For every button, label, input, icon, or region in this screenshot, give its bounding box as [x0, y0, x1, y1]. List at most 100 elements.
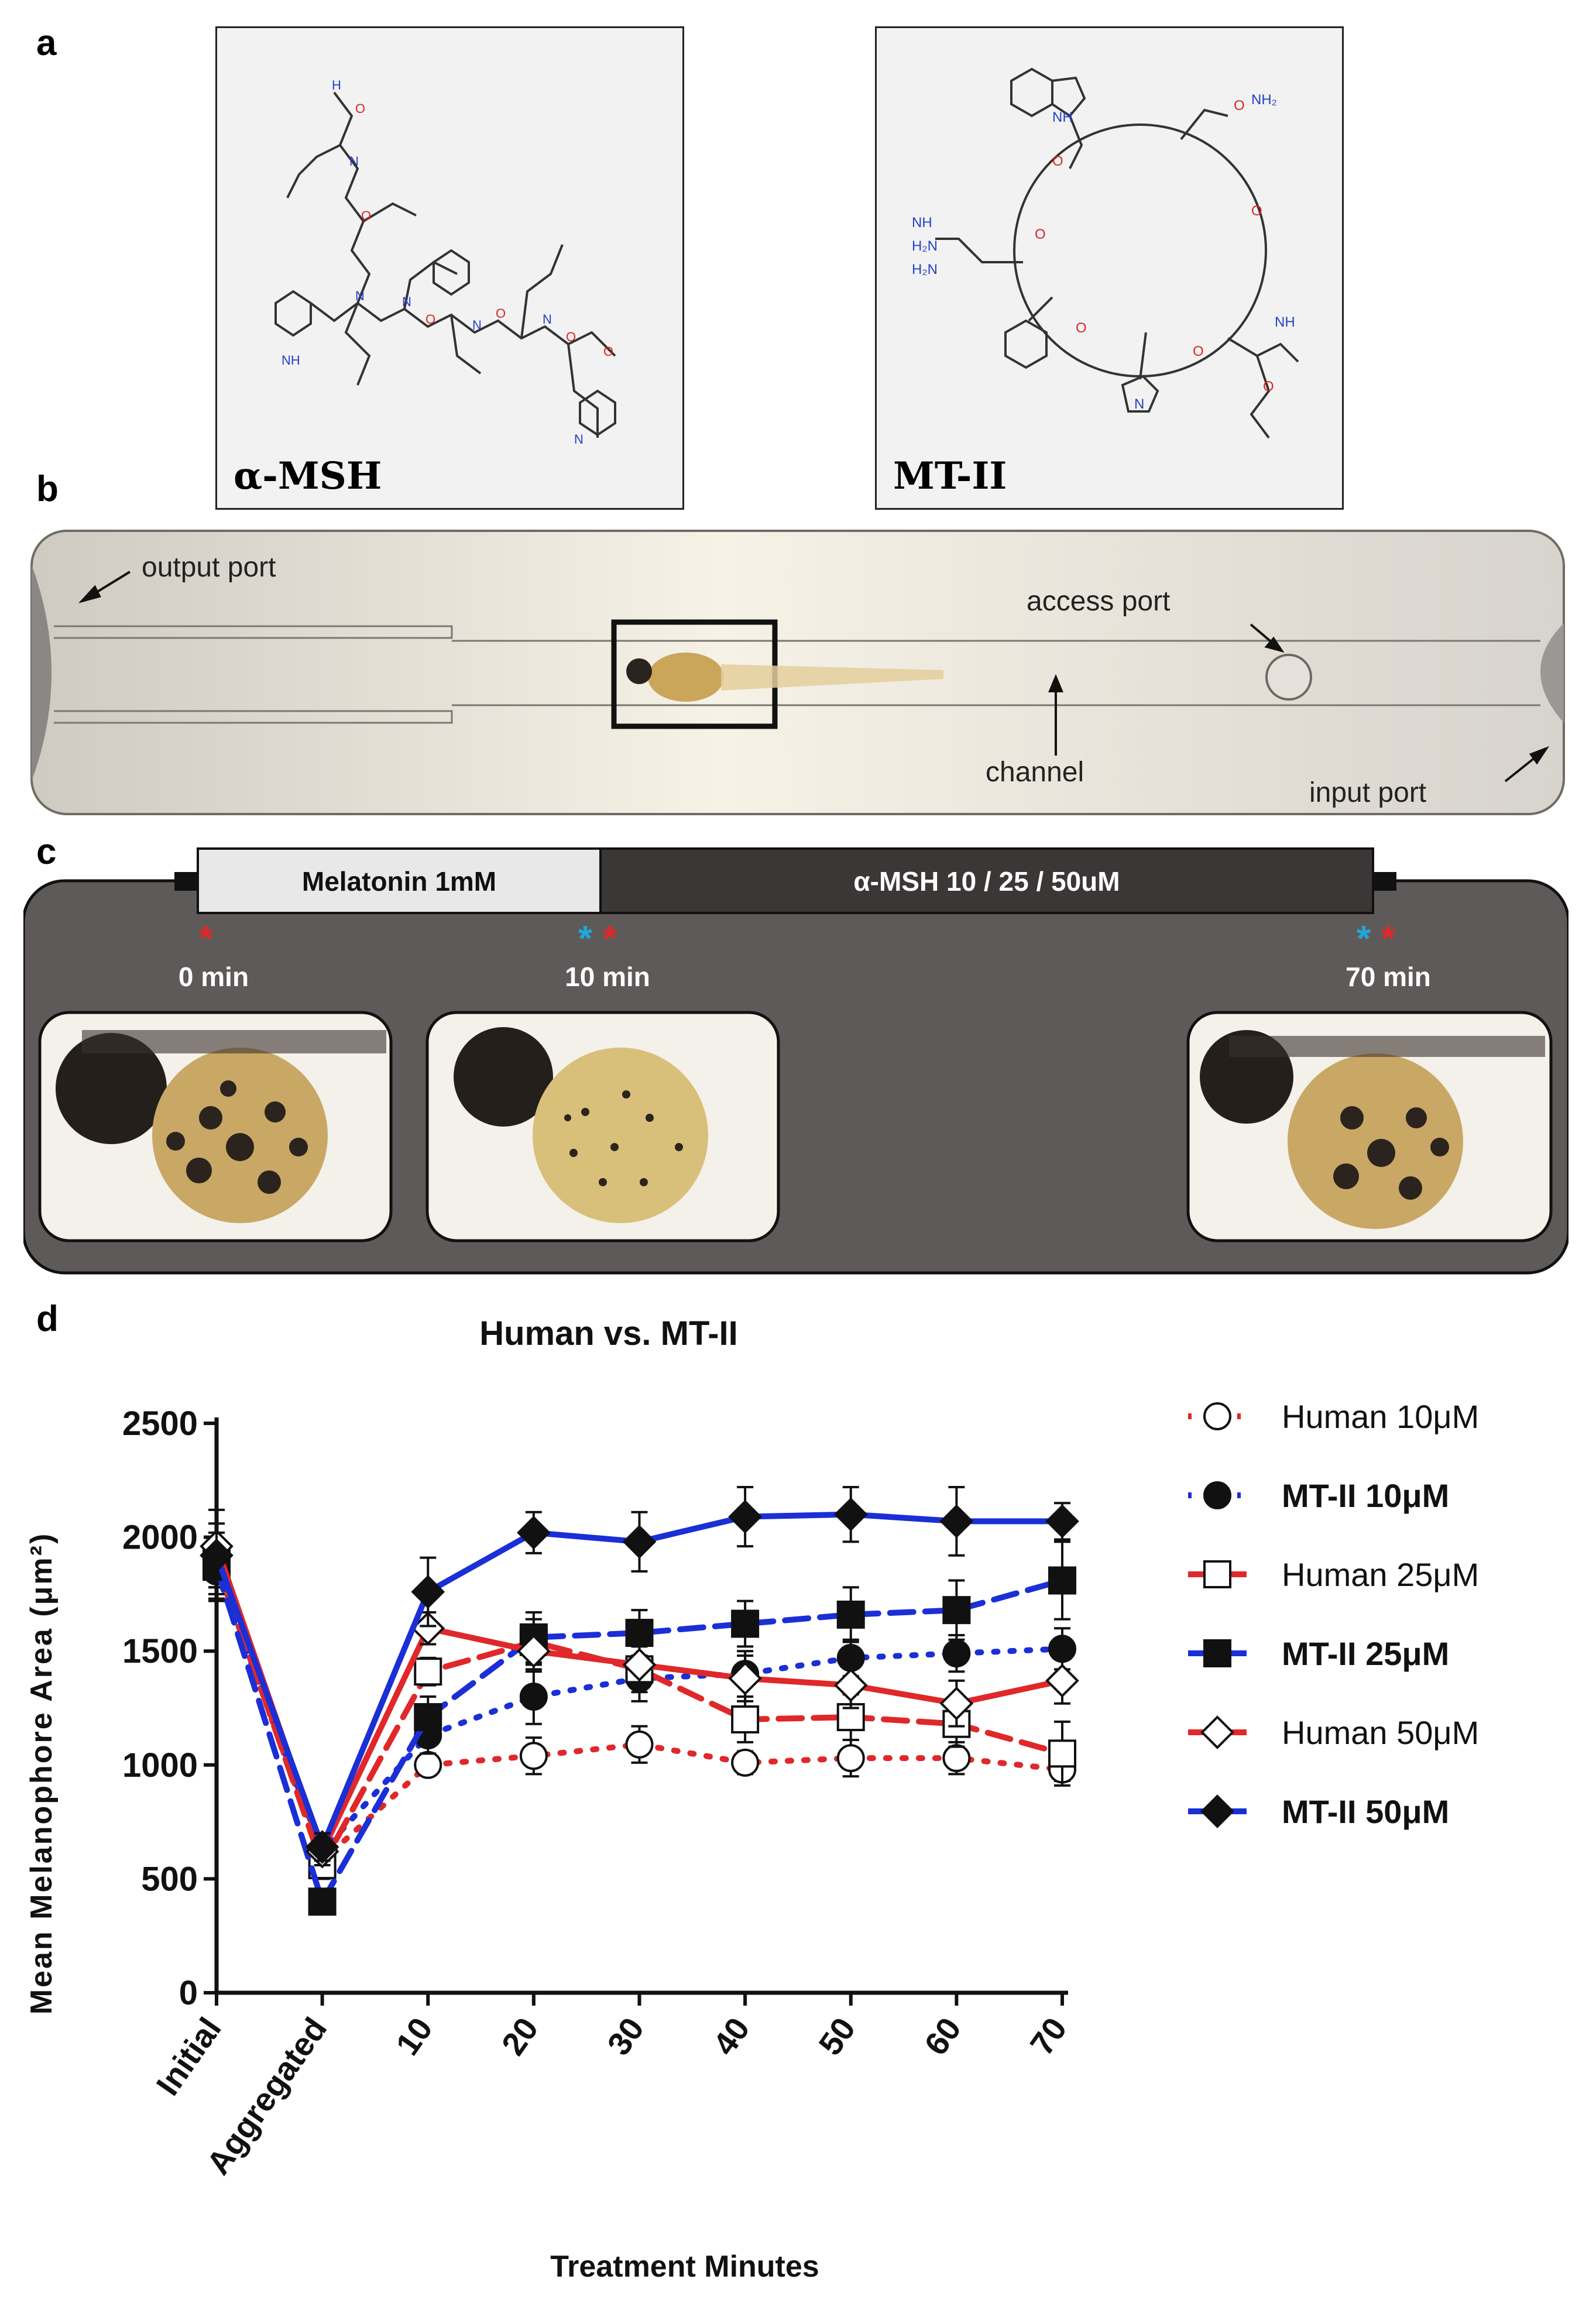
channel-label: channel [986, 757, 1084, 788]
data-point-square [414, 1703, 442, 1732]
svg-text:N: N [349, 154, 359, 169]
panel-letter-d: d [36, 1299, 59, 1339]
svg-text:NH: NH [1275, 314, 1295, 330]
svg-text:O: O [566, 329, 576, 344]
svg-text:H₂N: H₂N [912, 262, 938, 277]
legend-label: Human 25μM [1282, 1556, 1479, 1593]
data-point-diamond [728, 1662, 762, 1695]
y-tick-label: 0 [179, 1974, 198, 2012]
timeline-panel: Melatonin 1mM α-MSH 10 / 25 / 50uM * 0 m… [23, 847, 1568, 1275]
star-red-10: * [603, 919, 617, 959]
data-point-square [1203, 1560, 1231, 1588]
data-point-diamond [728, 1499, 762, 1534]
series-3 [202, 1538, 1076, 1916]
data-point-square [414, 1657, 442, 1686]
svg-text:NH: NH [1052, 109, 1073, 125]
svg-text:O: O [361, 208, 371, 223]
data-point-circle [731, 1748, 760, 1777]
data-point-diamond [1200, 1794, 1234, 1828]
chart-plot-area [200, 1485, 1079, 1916]
data-point-circle [625, 1730, 654, 1759]
mt2-structure-drawing: O O O O O O O NH H₂N H₂N NH NH₂ N NH [912, 67, 1299, 439]
svg-text:O: O [603, 344, 613, 359]
data-point-diamond [622, 1525, 657, 1559]
output-port-well [32, 565, 52, 781]
svg-text:O: O [1052, 153, 1063, 169]
data-point-square [1203, 1639, 1231, 1667]
input-port-well [1540, 623, 1564, 723]
y-axis-label: Mean Melanophore Area (μm²) [25, 1532, 59, 2015]
y-tick-label: 500 [141, 1860, 198, 1898]
data-point-diamond [833, 1497, 868, 1532]
data-point-square [1048, 1739, 1076, 1768]
input-port-label: input port [1309, 777, 1426, 808]
x-tick-label: 70 [1022, 2011, 1073, 2062]
x-tick-label: 60 [917, 2011, 968, 2062]
data-point-circle [942, 1744, 971, 1773]
x-axis-label: Treatment Minutes [550, 2250, 819, 2284]
svg-text:O: O [1035, 226, 1046, 242]
legend-label: Human 10μM [1282, 1398, 1479, 1435]
svg-text:H: H [332, 78, 341, 92]
data-point-diamond [622, 1647, 657, 1682]
svg-text:O: O [355, 101, 365, 116]
data-point-circle [414, 1750, 442, 1779]
data-point-diamond [305, 1830, 339, 1864]
series-5 [200, 1485, 1079, 1864]
svg-text:O: O [425, 312, 435, 327]
x-tick-label: 50 [811, 2011, 862, 2062]
svg-text:NH₂: NH₂ [1251, 92, 1277, 108]
y-tick-label: 2000 [122, 1519, 198, 1557]
time-10-label: 10 min [565, 962, 650, 992]
panel-letter-a: a [36, 23, 57, 63]
data-point-circle [519, 1742, 548, 1770]
star-blue-70: * [1357, 919, 1371, 959]
svg-text:O: O [1251, 203, 1262, 219]
access-port-hole [1265, 654, 1312, 701]
alpha-msh-structure-box: O O O O O O H N N N N N NH N α-MSH [215, 26, 684, 510]
svg-text:O: O [496, 306, 506, 321]
data-point-square [1048, 1566, 1076, 1595]
data-point-diamond [1045, 1663, 1079, 1698]
larva-image-0min [38, 1011, 393, 1242]
alpha-msh-bar [599, 847, 1374, 914]
svg-text:N: N [472, 318, 482, 332]
series-line [214, 1564, 1065, 1909]
access-port-label: access port [1027, 586, 1170, 617]
data-point-diamond [200, 1538, 234, 1573]
svg-text:NH: NH [912, 215, 932, 231]
x-tick-label: 40 [706, 2011, 757, 2062]
star-blue-10: * [578, 919, 593, 959]
microfluidic-device: output port access port channel input po… [30, 530, 1565, 815]
legend-label: MT-II 50μM [1282, 1793, 1449, 1830]
output-port-label: output port [142, 552, 276, 583]
data-point-circle [1203, 1481, 1231, 1509]
x-tick-label: Initial [149, 2011, 228, 2102]
mt2-label: MT-II [893, 454, 1007, 498]
data-point-square [942, 1596, 971, 1625]
star-red-70: * [1381, 919, 1396, 959]
chart-title: Human vs. MT-II [479, 1314, 738, 1352]
x-tick-label: 30 [600, 2011, 651, 2062]
larva-image-70min [1186, 1011, 1553, 1242]
melanophore-chart: Human vs. MT-II Mean Melanophore Area (μ… [25, 1314, 1479, 2284]
larva-image-10min [425, 1011, 780, 1242]
y-tick-label: 2500 [122, 1405, 198, 1443]
svg-text:O: O [1193, 344, 1204, 359]
star-red-0: * [199, 919, 214, 959]
panel-letter-b: b [36, 469, 59, 509]
larva-tail [721, 664, 943, 691]
svg-text:O: O [1076, 320, 1087, 336]
svg-text:N: N [402, 294, 411, 309]
panel-letter-c: c [36, 832, 57, 872]
larva-eye [626, 658, 652, 684]
y-tick-label: 1500 [122, 1632, 198, 1670]
data-point-diamond [1045, 1504, 1079, 1539]
time-0-label: 0 min [179, 962, 249, 992]
time-70-label: 70 min [1346, 962, 1431, 992]
legend-label: MT-II 10μM [1282, 1477, 1449, 1514]
data-point-diamond [1200, 1715, 1234, 1749]
svg-text:N: N [543, 312, 552, 327]
data-point-diamond [939, 1504, 974, 1539]
data-point-diamond [517, 1515, 551, 1550]
